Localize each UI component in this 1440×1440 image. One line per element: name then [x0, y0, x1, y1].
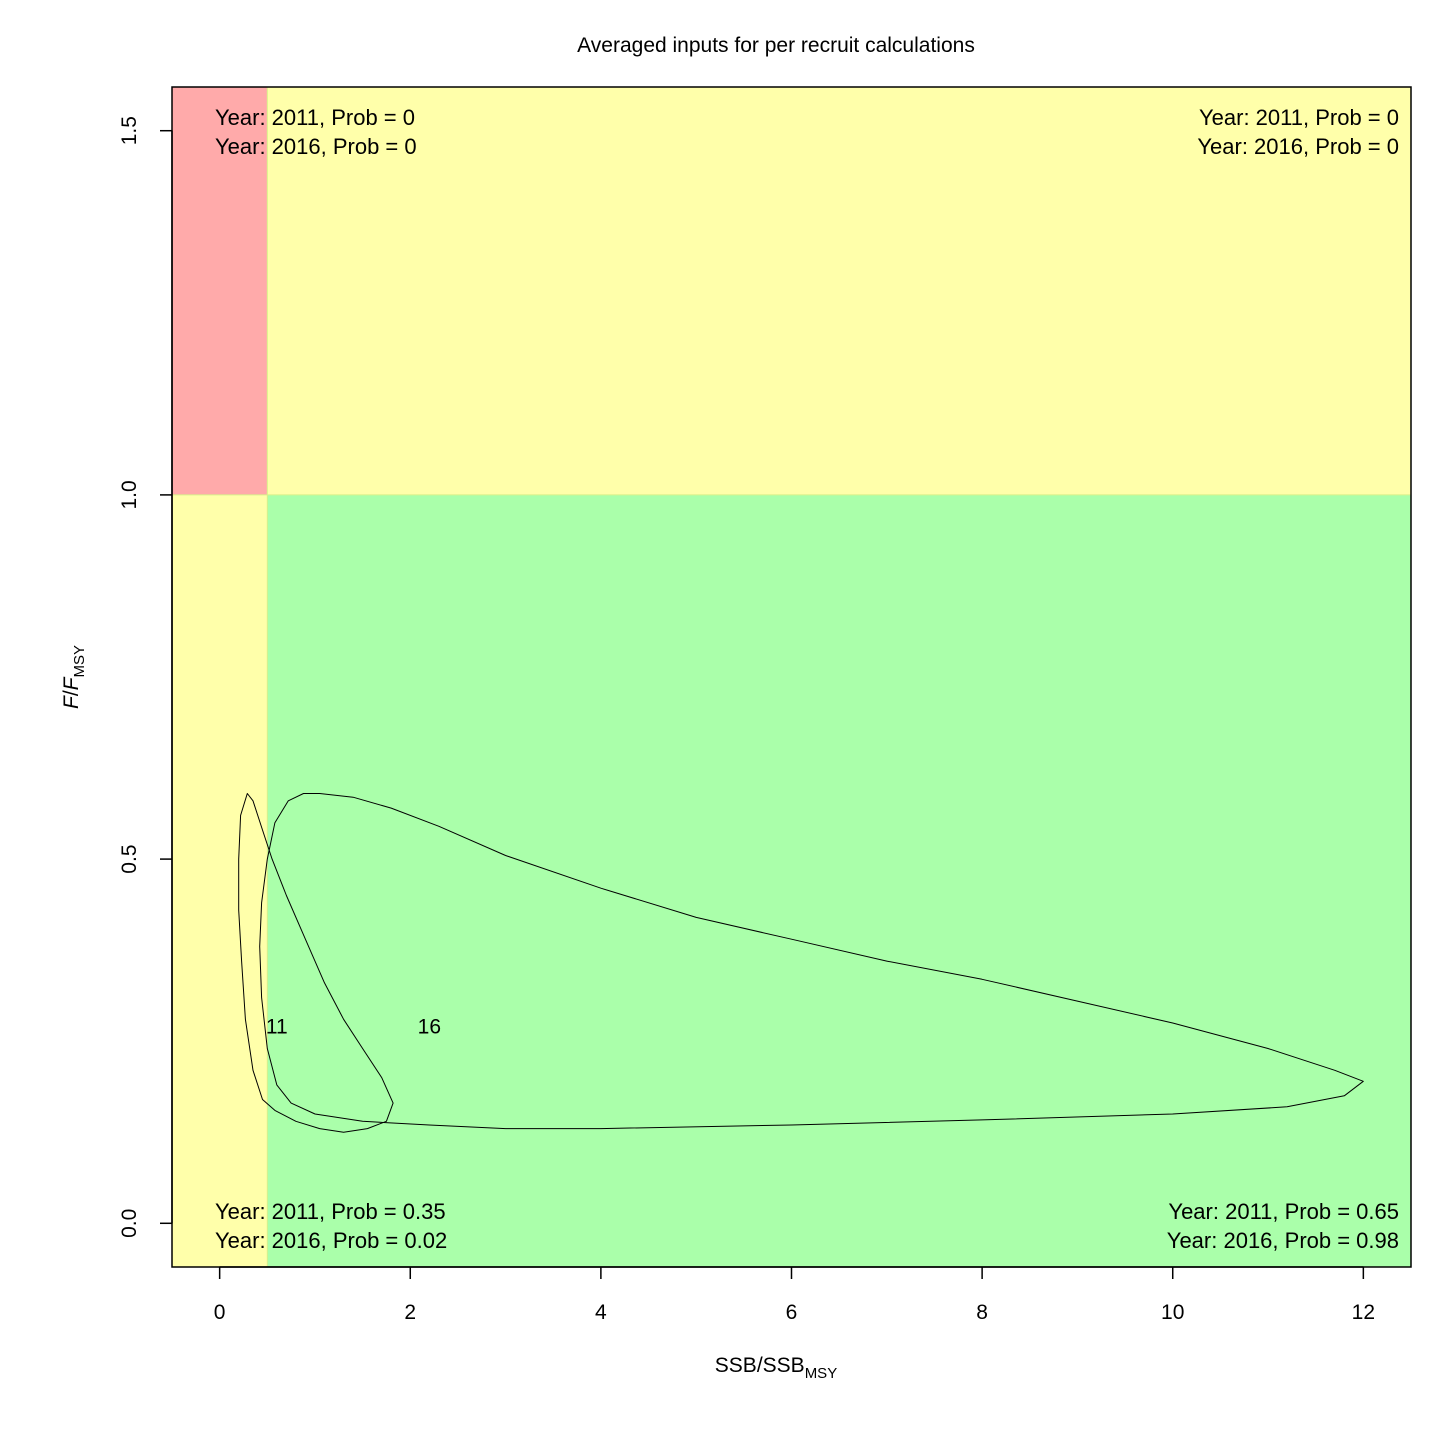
- x-axis-label: SSB/SSBMSY: [715, 1354, 837, 1382]
- zone-green: [267, 494, 1412, 1267]
- zone-yellow-top: [267, 87, 1412, 495]
- x-axis: 0 2 4 6 8 10 12: [214, 1266, 1375, 1324]
- y-tick-label: 1.0: [118, 480, 141, 509]
- x-tick-label: 0: [214, 1301, 226, 1324]
- y-axis-label-main2: F: [60, 676, 83, 690]
- x-tick-label: 10: [1161, 1301, 1184, 1324]
- q-bottom-left-line-1: Year: 2011, Prob = 0.35: [215, 1199, 446, 1224]
- y-axis: 0.0 0.5 1.0 1.5: [118, 116, 173, 1238]
- y-tick-label: 0.5: [118, 844, 141, 873]
- contour-lines: [238, 793, 1364, 1133]
- y-axis-label: F/FMSY: [60, 645, 88, 709]
- q-top-left-line-2: Year: 2016, Prob = 0: [215, 134, 417, 159]
- x-axis-label-main: SSB/SSB: [715, 1354, 805, 1377]
- y-axis-label-sub: MSY: [71, 645, 88, 678]
- y-tick-label: 1.5: [118, 116, 141, 145]
- x-tick-label: 8: [976, 1301, 988, 1324]
- x-tick-label: 4: [595, 1301, 607, 1324]
- year-labels: 11 16: [266, 1016, 441, 1039]
- contour-2016: [259, 793, 1364, 1130]
- quadrant-text-top-left: Year: 2011, Prob = 0 Year: 2016, Prob = …: [215, 105, 417, 159]
- year-label-16: 16: [418, 1016, 441, 1039]
- quadrant-text-bottom-left: Year: 2011, Prob = 0.35 Year: 2016, Prob…: [215, 1199, 447, 1253]
- zone-red: [172, 87, 268, 495]
- year-label-11: 11: [266, 1016, 288, 1039]
- quadrant-text-top-right: Year: 2011, Prob = 0 Year: 2016, Prob = …: [1197, 105, 1399, 159]
- q-bottom-right-line-1: Year: 2011, Prob = 0.65: [1168, 1199, 1399, 1224]
- status-zones: [172, 87, 1412, 1267]
- q-bottom-right-line-2: Year: 2016, Prob = 0.98: [1167, 1228, 1399, 1253]
- x-tick-label: 6: [786, 1301, 798, 1324]
- y-tick-label: 0.0: [118, 1209, 141, 1238]
- q-top-left-line-1: Year: 2011, Prob = 0: [215, 105, 415, 130]
- y-axis-label-main: F: [60, 695, 83, 709]
- quadrant-text-bottom-right: Year: 2011, Prob = 0.65 Year: 2016, Prob…: [1167, 1199, 1399, 1253]
- x-tick-label: 2: [404, 1301, 416, 1324]
- q-bottom-left-line-2: Year: 2016, Prob = 0.02: [215, 1228, 447, 1253]
- x-axis-label-sub: MSY: [805, 1365, 838, 1382]
- y-axis-label-slash: /: [60, 690, 83, 696]
- x-tick-label: 12: [1352, 1301, 1375, 1324]
- chart-title: Averaged inputs for per recruit calculat…: [577, 34, 975, 57]
- zone-yellow-left: [172, 494, 268, 1267]
- q-top-right-line-1: Year: 2011, Prob = 0: [1199, 105, 1399, 130]
- q-top-right-line-2: Year: 2016, Prob = 0: [1197, 134, 1399, 159]
- contour-2011: [238, 793, 394, 1133]
